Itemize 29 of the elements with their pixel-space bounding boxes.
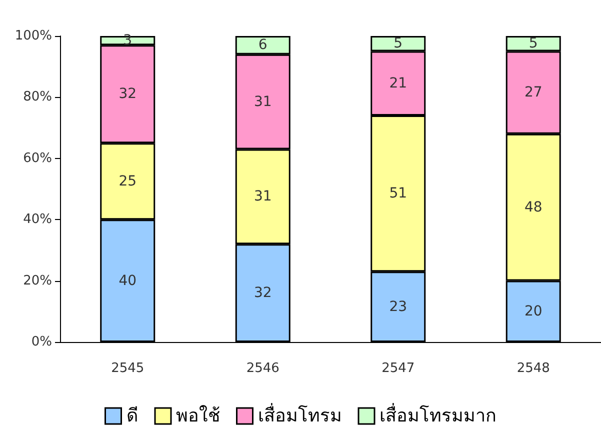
data-label: 32 xyxy=(118,86,137,102)
x-tick-label: 2548 xyxy=(516,361,550,376)
data-label: 51 xyxy=(389,186,408,202)
data-label: 21 xyxy=(389,75,408,92)
y-tick-label: 60% xyxy=(23,150,52,166)
y-tick-label: 0% xyxy=(31,334,52,350)
legend-label: ดี xyxy=(126,406,138,426)
data-label: 20 xyxy=(524,303,542,320)
x-tick-label: 2546 xyxy=(246,361,280,376)
legend-label: เสื่อมโทรม xyxy=(258,402,342,426)
y-tick-label: 40% xyxy=(23,212,52,228)
data-label: 5 xyxy=(528,36,538,52)
data-label: 32 xyxy=(254,285,272,302)
y-tick-label: 80% xyxy=(23,90,52,105)
data-label: 31 xyxy=(254,188,272,205)
data-label: 6 xyxy=(258,37,268,54)
x-tick-label: 2545 xyxy=(111,361,144,376)
data-label: 40 xyxy=(118,272,137,289)
y-tick-label: 100% xyxy=(14,28,52,44)
x-tick-label: 2547 xyxy=(382,361,415,376)
data-label: 48 xyxy=(524,199,542,216)
legend-label: เสื่อมโทรมมาก xyxy=(380,402,496,426)
data-label: 23 xyxy=(389,298,408,315)
legend-label: พอใช้ xyxy=(176,404,220,426)
data-label: 31 xyxy=(254,94,272,110)
data-label: 25 xyxy=(118,173,137,190)
data-label: 5 xyxy=(394,36,403,52)
data-label: 27 xyxy=(524,84,542,101)
y-tick-label: 20% xyxy=(23,273,52,288)
